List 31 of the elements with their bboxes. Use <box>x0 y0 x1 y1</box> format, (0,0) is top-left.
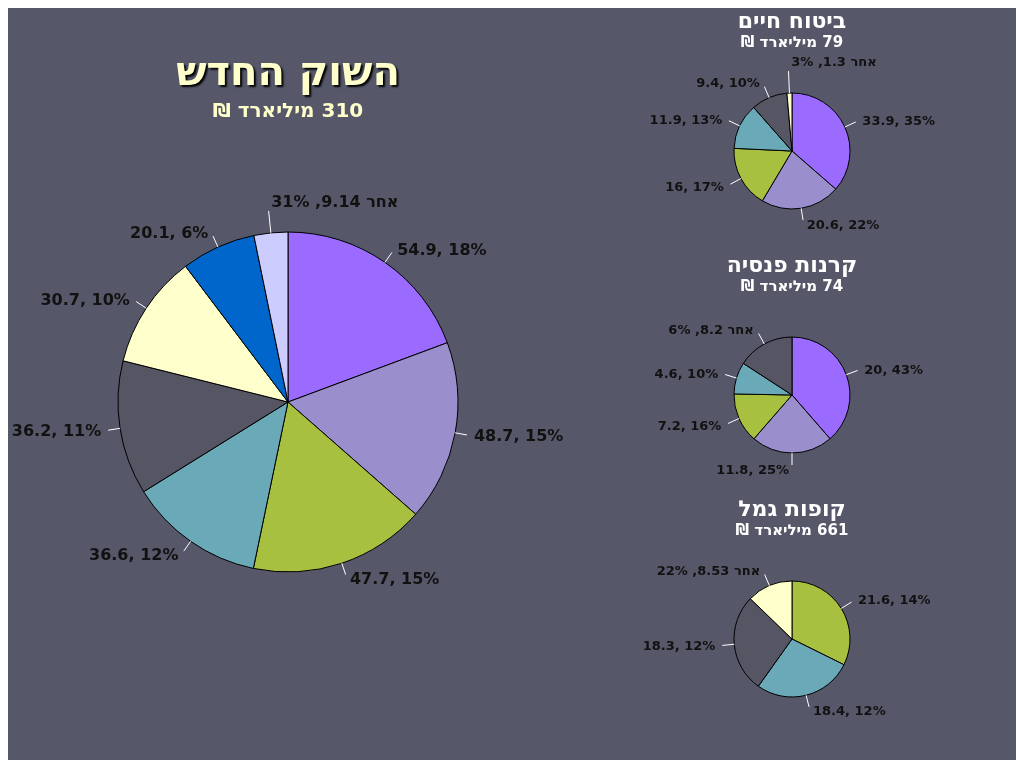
chart-subtitle: 661 מיליארד ₪ <box>734 521 850 539</box>
data-label: 20.1, 6% <box>130 223 209 243</box>
chart-subtitle: 79 מיליארד ₪ <box>739 33 845 51</box>
data-label: 36.2, 11% <box>11 421 102 441</box>
chart-title: קרנות פנסיה <box>725 252 859 277</box>
data-label: 30.7, 10% <box>40 289 130 309</box>
slice-label: אחר 8.2, 6% <box>668 322 754 338</box>
chart-subtitle: 74 מיליארד ₪ <box>739 277 845 295</box>
chart-title: קופות גמל <box>737 496 847 521</box>
data-label: 9.4, 10% <box>696 75 760 91</box>
data-label: 18.4, 12% <box>813 703 886 719</box>
data-label: 18.3, 12% <box>642 638 716 654</box>
data-label: 33.9, 35% <box>862 112 936 128</box>
slice-label: אחר 8.53, 22% <box>656 563 761 579</box>
data-label: 47.7, 15% <box>349 568 440 588</box>
chart-title: ביטוח חיים <box>736 8 848 33</box>
chart-subtitle: 310 מיליארד ₪ <box>211 98 365 122</box>
chart-title: השוק החדש <box>175 48 401 94</box>
data-label: 36.6, 12% <box>89 544 179 564</box>
data-label: 11.9, 13% <box>649 111 723 127</box>
data-label: 48.7, 15% <box>473 426 564 446</box>
data-label: 7.2, 16% <box>657 417 722 433</box>
slice-label: אחר 1.3, 3% <box>791 53 877 69</box>
slice-label: אחר 9.14, 31% <box>271 191 399 211</box>
data-label: 54.9, 18% <box>397 239 487 259</box>
data-label: 20.6, 22% <box>806 216 880 232</box>
data-label: 11.8, 25% <box>716 461 789 477</box>
data-label: 16, 17% <box>665 178 724 194</box>
data-label: 21.6, 14% <box>857 592 931 608</box>
data-label: 20, 43% <box>864 361 923 377</box>
data-label: 4.6, 10% <box>654 365 719 381</box>
